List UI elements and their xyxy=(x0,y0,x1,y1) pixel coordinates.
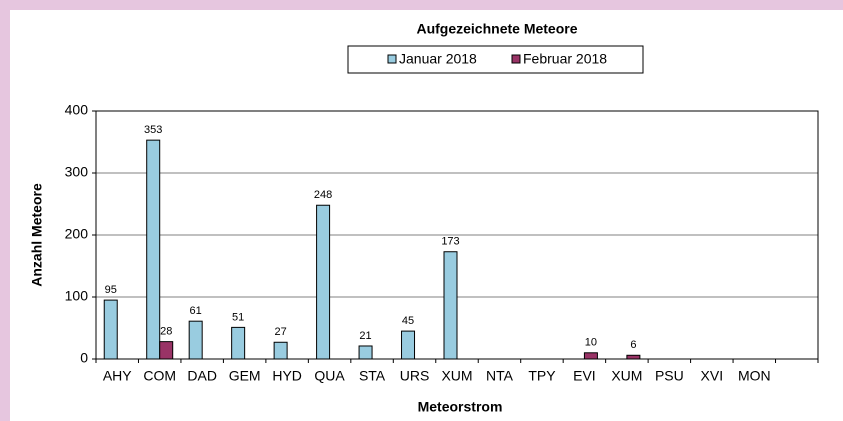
x-tick-label: STA xyxy=(359,368,386,384)
x-tick-label: MON xyxy=(738,368,771,384)
x-tick-label: EVI xyxy=(573,368,596,384)
data-label: 51 xyxy=(232,311,244,323)
y-axis-label: Anzahl Meteore xyxy=(29,183,45,287)
y-tick-label: 200 xyxy=(65,226,89,242)
x-tick-label: GEM xyxy=(229,368,261,384)
x-tick-label: DAD xyxy=(187,368,217,384)
data-label: 45 xyxy=(402,315,414,327)
x-tick-label: PSU xyxy=(655,368,684,384)
x-tick-label: TPY xyxy=(528,368,556,384)
bar xyxy=(146,139,161,360)
x-tick-label: HYD xyxy=(272,368,302,384)
data-label: 248 xyxy=(314,189,332,201)
bar xyxy=(583,352,598,360)
x-tick-label: XVI xyxy=(701,368,724,384)
bar xyxy=(358,345,373,360)
bar xyxy=(159,341,174,360)
bar xyxy=(188,320,203,360)
x-tick-label: XUM xyxy=(611,368,642,384)
y-tick-label: 0 xyxy=(80,350,88,366)
data-label: 173 xyxy=(441,236,459,248)
x-tick-label: NTA xyxy=(486,368,514,384)
legend-swatch xyxy=(511,54,521,64)
legend-swatch xyxy=(387,54,397,64)
x-tick-label: AHY xyxy=(103,368,132,384)
x-tick-label: QUA xyxy=(314,368,345,384)
y-tick-label: 100 xyxy=(65,288,89,304)
bar xyxy=(443,251,458,360)
bar xyxy=(231,326,246,360)
data-label: 95 xyxy=(105,284,117,296)
x-axis-label: Meteorstrom xyxy=(418,399,503,415)
data-label: 6 xyxy=(630,339,636,351)
legend-box xyxy=(347,45,644,74)
x-tick-label: URS xyxy=(400,368,430,384)
x-tick-label: XUM xyxy=(441,368,472,384)
legend-label: Februar 2018 xyxy=(523,51,607,67)
x-tick-label: COM xyxy=(143,368,176,384)
data-label: 28 xyxy=(160,326,172,338)
data-label: 353 xyxy=(144,124,162,136)
data-label: 10 xyxy=(585,337,597,349)
y-tick-label: 400 xyxy=(65,102,89,118)
chart-title: Aufgezeichnete Meteore xyxy=(416,21,577,37)
bar xyxy=(316,204,331,360)
bar xyxy=(103,299,118,360)
y-tick-label: 300 xyxy=(65,164,89,180)
bar xyxy=(401,330,416,360)
legend-label: Januar 2018 xyxy=(399,51,477,67)
data-label: 61 xyxy=(190,305,202,317)
data-label: 21 xyxy=(359,330,371,342)
data-label: 27 xyxy=(274,326,286,338)
bar xyxy=(626,354,641,360)
bar xyxy=(273,341,288,360)
